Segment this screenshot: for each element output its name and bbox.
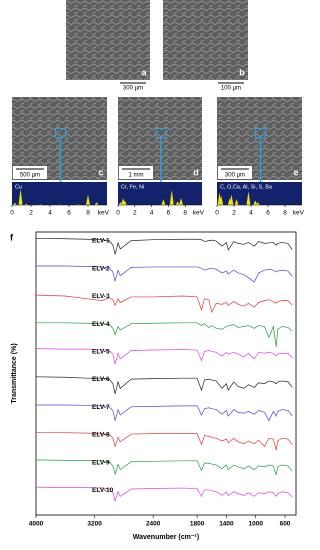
spectrum-line (36, 265, 293, 283)
spectrum-bg (12, 182, 107, 205)
scale-bar-label: 300 µm (225, 173, 245, 179)
peak (161, 199, 166, 205)
element-label: C, O,Ca, Al, Si, S, Ba (220, 184, 273, 190)
x-tick-label: 6 (167, 210, 171, 217)
x-tick-label: 2400 (146, 521, 161, 528)
panel-letter: c (98, 167, 103, 177)
x-axis-label: Wavenumber (cm⁻¹) (133, 534, 199, 541)
spectrum-line (36, 432, 293, 451)
scale-bar-label: 300 µm (123, 86, 143, 92)
scale-bar-label: 1 mm (129, 173, 144, 179)
x-axis-label: keV (293, 210, 305, 217)
spectrum-line (35, 376, 293, 394)
peak (122, 200, 127, 205)
x-tick-label: 2 (133, 210, 137, 217)
x-tick-label: 8 (183, 210, 187, 217)
spectrum-line (36, 404, 293, 422)
x-tick-label: 2 (29, 210, 33, 217)
peak (255, 202, 260, 205)
x-tick-label: 4 (48, 210, 52, 217)
peak (219, 195, 224, 205)
x-tick-label: 8 (86, 210, 90, 217)
element-label: Cr, Fe, Ni (121, 184, 144, 190)
peak (169, 190, 174, 205)
panel-letter: a (141, 67, 147, 77)
x-tick-label: 6 (67, 210, 71, 217)
panel-letter: b (239, 67, 245, 77)
spectrum-line (35, 486, 293, 503)
series-label: ELV-2 (92, 265, 110, 272)
panel-letter: f (10, 232, 14, 242)
peak (94, 202, 99, 205)
x-tick-label: 3200 (87, 521, 102, 528)
x-tick-label: 6 (266, 210, 270, 217)
x-tick-label: 1800 (190, 521, 205, 528)
peak (179, 198, 183, 205)
series-label: ELV-7 (92, 404, 110, 411)
x-axis-label: keV (193, 210, 205, 217)
x-tick-label: 0 (10, 210, 14, 217)
x-tick-label: 4 (249, 210, 253, 217)
series-label: ELV-8 (92, 432, 110, 439)
peak (229, 194, 234, 205)
spectrum-bg (217, 182, 302, 205)
x-axis-label: keV (98, 210, 110, 217)
x-tick-label: 4 (150, 210, 154, 217)
sem-image (163, 0, 248, 80)
x-tick-label: 1000 (248, 521, 263, 528)
peak (24, 203, 29, 205)
x-tick-label: 2 (232, 210, 236, 217)
peak (175, 201, 180, 205)
spectrum-line (35, 294, 293, 314)
peak (253, 200, 258, 205)
spectrum-line (35, 348, 293, 365)
peak (18, 188, 23, 205)
series-label: ELV-3 (92, 293, 110, 300)
peak (12, 202, 17, 205)
x-tick-label: 8 (283, 210, 287, 217)
series-label: ELV-10 (92, 487, 114, 494)
spectrum-line (35, 237, 293, 255)
series-label: ELV-4 (92, 321, 110, 328)
peak (246, 191, 251, 205)
x-tick-label: 4000 (29, 521, 44, 528)
panel-letter: d (193, 167, 199, 177)
spectrum-line (35, 459, 293, 476)
peak (86, 194, 90, 205)
scale-bar-label: 500 µm (20, 173, 40, 179)
sem-image (66, 0, 150, 80)
panel-letter: e (293, 167, 298, 177)
scale-bar-label: 100 µm (221, 86, 241, 92)
series-label: ELV-9 (92, 459, 110, 466)
x-tick-label: 0 (215, 210, 219, 217)
spectrum-line (36, 322, 293, 347)
element-label: Cu (15, 184, 22, 190)
series-label: ELV-5 (92, 349, 110, 356)
x-tick-label: 1400 (219, 521, 234, 528)
x-tick-label: 600 (280, 521, 291, 528)
y-axis-label: Transmittance (%) (11, 343, 18, 403)
series-label: ELV-6 (92, 376, 110, 383)
peak (234, 199, 239, 205)
plot-frame (35, 231, 297, 516)
series-label: ELV-1 (92, 238, 110, 245)
x-tick-label: 0 (116, 210, 120, 217)
